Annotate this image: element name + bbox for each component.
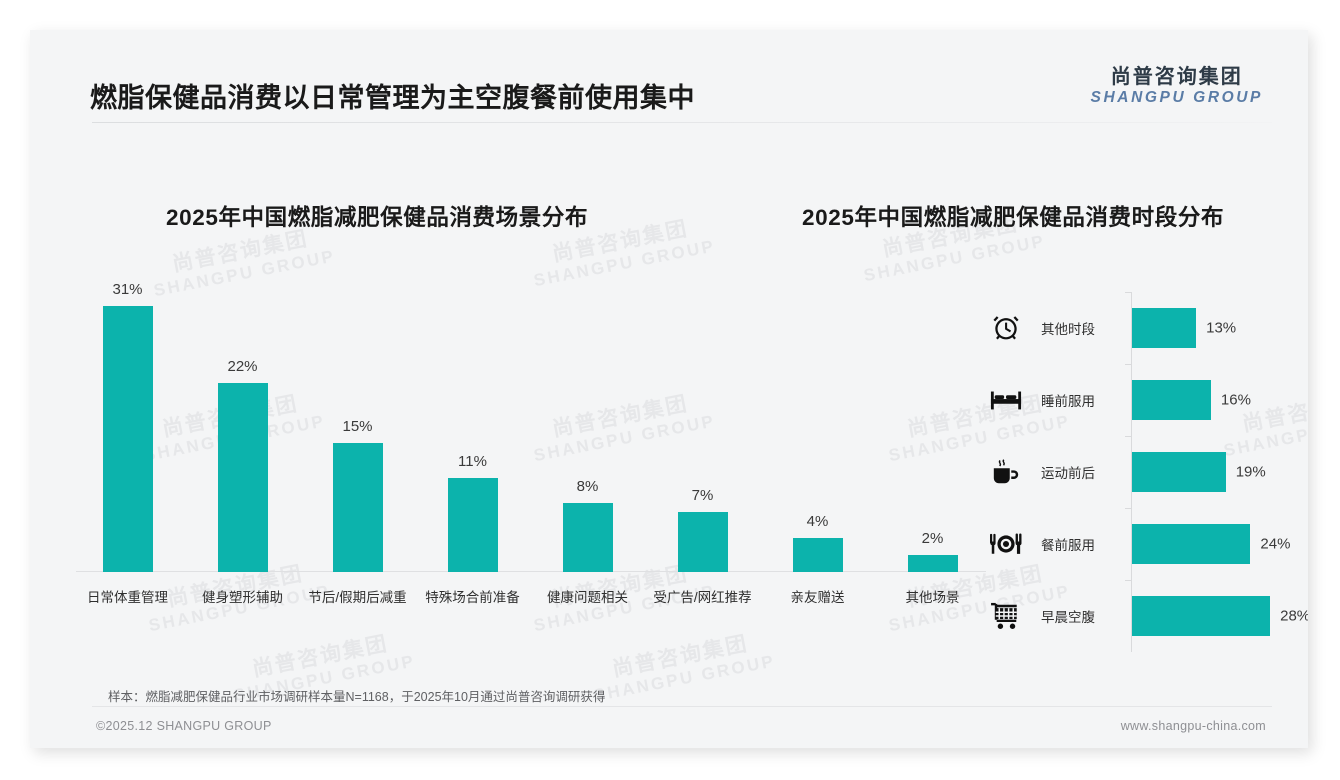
horizontal-bar[interactable] bbox=[1132, 596, 1271, 636]
column-bar-group: 31% bbox=[70, 280, 185, 572]
column-bar-value: 31% bbox=[112, 280, 143, 298]
bar-category-label: 睡前服用 bbox=[1041, 394, 1095, 409]
horizontal-bar-value: 13% bbox=[1206, 319, 1237, 337]
footer-divider bbox=[92, 706, 1272, 707]
watermark-cn: 尚普咨询集团 bbox=[250, 632, 391, 682]
column-bar[interactable] bbox=[677, 511, 728, 572]
footer-website: www.shangpu-china.com bbox=[1120, 719, 1266, 733]
plate-cutlery-icon bbox=[989, 527, 1023, 561]
column-bar-group: 4% bbox=[760, 280, 875, 572]
horizontal-bar[interactable] bbox=[1132, 308, 1197, 348]
column-bar[interactable] bbox=[792, 537, 843, 572]
consumption-scenario-column-chart: 31% 22% 15% 11% 8% 7% 4% 2% 日常体重管理 健身塑形辅助 节后/假期后减… bbox=[70, 280, 990, 620]
bar-chart-row: 运动前后 19% bbox=[975, 436, 1305, 508]
column-bar-group: 22% bbox=[185, 280, 300, 572]
column-bar-group: 2% bbox=[875, 280, 990, 572]
horizontal-bar-value: 16% bbox=[1220, 391, 1251, 409]
coffee-mug-icon bbox=[989, 455, 1023, 489]
horizontal-bar[interactable] bbox=[1132, 380, 1211, 420]
right-chart-title: 2025年中国燃脂减肥保健品消费时段分布 bbox=[802, 205, 1225, 230]
watermark-cn: 尚普咨询集团 bbox=[610, 632, 751, 682]
slide-header: 燃脂保健品消费以日常管理为主空腹餐前使用集中 尚普咨询集团 SHANGPU GR… bbox=[30, 30, 1308, 122]
brand-logo-en: SHANGPU GROUP bbox=[1090, 89, 1263, 106]
consumption-timeslot-bar-chart: 其他时段 13% 睡前服用 16% 运动前后 19% 餐前服用 24% 早晨空腹 28% bbox=[975, 292, 1308, 652]
column-bar-group: 7% bbox=[645, 280, 760, 572]
column-bar[interactable] bbox=[562, 503, 613, 572]
watermark-en: SHANGPU GROUP bbox=[592, 651, 777, 706]
column-category-label: 节后/假期后减重 bbox=[308, 590, 407, 605]
bar-chart-row: 早晨空腹 28% bbox=[975, 580, 1308, 652]
bar-chart-row: 餐前服用 24% bbox=[975, 508, 1305, 580]
slide-card: 尚普咨询集团 SHANGPU GROUP 尚普咨询集团 SHANGPU GROUP … bbox=[30, 30, 1308, 748]
column-category-label: 其他场景 bbox=[905, 590, 960, 605]
column-category-label-slot: 其他场景 bbox=[875, 572, 990, 620]
bar-chart-row: 睡前服用 16% bbox=[975, 364, 1305, 436]
bar-axis-tick bbox=[1125, 436, 1132, 437]
column-chart-baseline bbox=[76, 571, 986, 572]
column-bar[interactable] bbox=[907, 554, 958, 572]
column-bar-value: 8% bbox=[576, 478, 599, 496]
column-category-label-slot: 节后/假期后减重 bbox=[300, 572, 415, 620]
bar-chart-axis bbox=[1131, 292, 1132, 652]
column-bar-value: 15% bbox=[342, 418, 373, 436]
slide-footer: ©2025.12 SHANGPU GROUP www.shangpu-china… bbox=[30, 706, 1308, 748]
horizontal-bar-value: 28% bbox=[1280, 607, 1308, 625]
column-category-label-slot: 亲友赠送 bbox=[760, 572, 875, 620]
bar-axis-tick bbox=[1125, 292, 1132, 293]
horizontal-bar[interactable] bbox=[1132, 452, 1226, 492]
bar-category-label: 运动前后 bbox=[1041, 466, 1095, 481]
left-chart-title: 2025年中国燃脂减肥保健品消费场景分布 bbox=[166, 205, 589, 230]
column-category-label-slot: 受广告/网红推荐 bbox=[645, 572, 760, 620]
bar-category-label: 早晨空腹 bbox=[1041, 610, 1095, 625]
column-category-label-slot: 日常体重管理 bbox=[70, 572, 185, 620]
horizontal-bar-value: 19% bbox=[1235, 463, 1266, 481]
column-bar-group: 11% bbox=[415, 280, 530, 572]
column-category-label-slot: 健身塑形辅助 bbox=[185, 572, 300, 620]
column-bar-group: 8% bbox=[530, 280, 645, 572]
column-category-label: 亲友赠送 bbox=[790, 590, 845, 605]
horizontal-bar[interactable] bbox=[1132, 524, 1251, 564]
column-chart-plot-area: 31% 22% 15% 11% 8% 7% 4% 2% bbox=[70, 280, 990, 572]
bar-axis-tick bbox=[1125, 580, 1132, 581]
column-bar-value: 11% bbox=[458, 452, 487, 470]
column-category-label: 受广告/网红推荐 bbox=[653, 590, 752, 605]
bar-axis-tick bbox=[1125, 508, 1132, 509]
column-bar-value: 4% bbox=[806, 512, 829, 530]
column-bar-group: 15% bbox=[300, 280, 415, 572]
shopping-cart-icon bbox=[989, 599, 1023, 633]
bed-icon bbox=[989, 383, 1023, 417]
bar-axis-tick bbox=[1125, 364, 1132, 365]
column-bar[interactable] bbox=[102, 305, 153, 572]
column-bar-value: 7% bbox=[691, 486, 714, 504]
sample-footnote: 样本：燃脂减肥保健品行业市场调研样本量N=1168，于2025年10月通过尚普咨… bbox=[108, 690, 606, 704]
column-category-label: 日常体重管理 bbox=[87, 590, 168, 605]
watermark-en: SHANGPU GROUP bbox=[862, 231, 1047, 286]
column-bar-value: 22% bbox=[227, 358, 258, 376]
brand-logo: 尚普咨询集团 SHANGPU GROUP bbox=[1091, 66, 1263, 108]
column-bar-value: 2% bbox=[921, 529, 944, 547]
header-divider bbox=[92, 122, 1272, 123]
column-category-label: 健身塑形辅助 bbox=[202, 590, 283, 605]
column-bar[interactable] bbox=[447, 477, 498, 572]
brand-logo-cn: 尚普咨询集团 bbox=[1110, 66, 1243, 88]
bar-chart-row: 其他时段 13% bbox=[975, 292, 1305, 364]
bar-category-label: 餐前服用 bbox=[1041, 538, 1095, 553]
alarm-clock-icon bbox=[989, 311, 1023, 345]
column-category-label: 特殊场合前准备 bbox=[425, 590, 520, 605]
column-bar[interactable] bbox=[332, 443, 383, 572]
page-title: 燃脂保健品消费以日常管理为主空腹餐前使用集中 bbox=[90, 83, 695, 113]
column-bar[interactable] bbox=[217, 383, 268, 572]
column-category-label: 健康问题相关 bbox=[547, 590, 628, 605]
bar-category-label: 其他时段 bbox=[1041, 322, 1095, 337]
horizontal-bar-value: 24% bbox=[1260, 535, 1291, 553]
column-category-label-slot: 特殊场合前准备 bbox=[415, 572, 530, 620]
column-category-label-slot: 健康问题相关 bbox=[530, 572, 645, 620]
footer-copyright: ©2025.12 SHANGPU GROUP bbox=[96, 719, 272, 733]
